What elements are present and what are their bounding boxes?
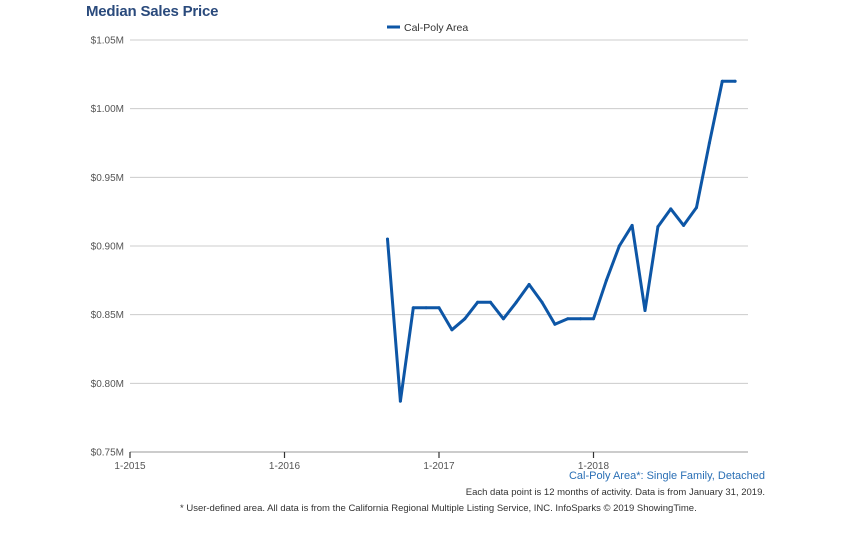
y-tick-label: $0.95M [91,173,124,184]
data-point [669,207,673,211]
data-point [450,328,454,332]
data-point [592,317,595,321]
data-point [604,278,608,282]
data-point [579,317,583,321]
series-line-cal-poly-area [386,79,737,403]
activity-note: Each data point is 12 months of activity… [465,487,765,498]
data-point [643,309,647,313]
x-tick-label: 1-2015 [114,461,146,472]
y-tick-label: $0.80M [91,379,124,390]
y-tick-label: $0.75M [91,448,124,459]
data-point [411,306,415,310]
y-tick-label: $0.90M [91,242,124,253]
x-tick-label: 1-2018 [578,461,610,472]
data-point [617,244,621,248]
data-point [566,317,570,321]
data-point [386,237,389,241]
data-point [656,225,660,229]
x-tick-label: 1-2016 [269,461,301,472]
data-point [463,317,467,321]
data-point [527,282,531,286]
data-point [501,317,505,321]
data-point [733,79,737,83]
chart-title: Median Sales Price [86,3,219,20]
y-axis-ticks: $0.75M $0.80M $0.85M $0.90M $0.95M $1.00M $1.0… [91,36,124,459]
x-tick-label: 1-2017 [423,461,455,472]
data-point [695,206,698,210]
data-point [476,300,480,304]
data-point [630,223,634,227]
y-tick-label: $1.05M [91,36,124,47]
data-point [437,306,441,310]
legend: Cal-Poly Area [387,22,468,34]
data-point [682,223,686,227]
data-point [514,300,518,304]
y-tick-label: $0.85M [91,310,124,321]
data-point [540,300,544,304]
data-point [720,79,724,83]
data-point [424,306,428,310]
y-tick-label: $1.00M [91,104,124,115]
legend-label: Cal-Poly Area [404,22,468,34]
footer-note: * User-defined area. All data is from th… [180,503,697,514]
series-layer [386,79,737,403]
data-point [489,300,492,304]
chart-subtitle: Cal-Poly Area*: Single Family, Detached [568,470,765,482]
data-point [707,141,711,145]
x-axis: 1-2015 1-2016 1-2017 1-2018 [114,452,610,472]
data-point [553,322,557,326]
data-point [398,399,402,403]
